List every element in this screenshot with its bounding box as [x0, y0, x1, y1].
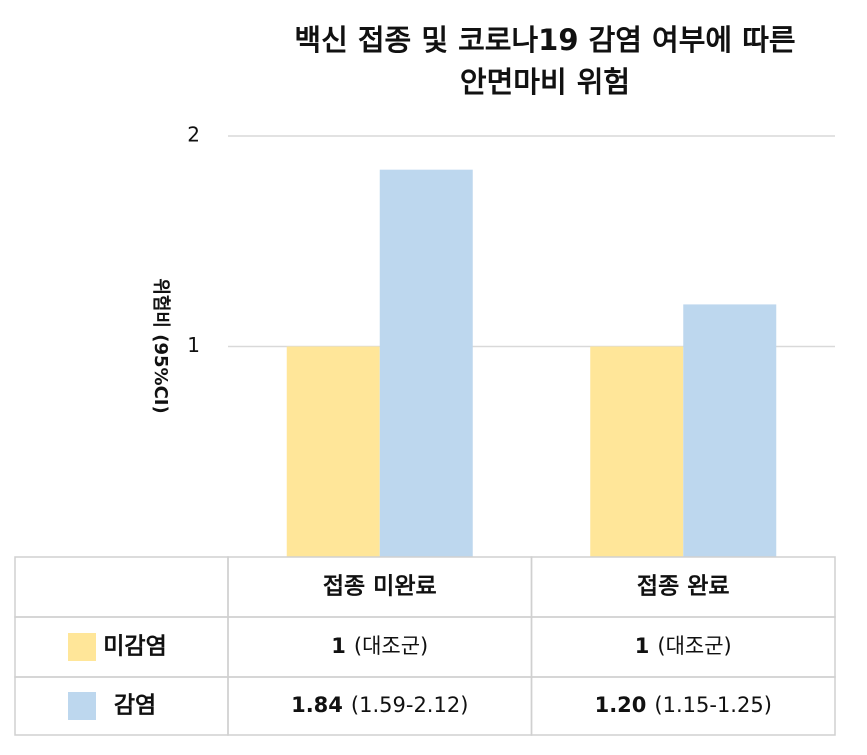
ci-label: (1.59-2.12) [351, 693, 468, 717]
ci-label: (1.15-1.25) [654, 693, 771, 717]
value-label: 1.84 [291, 693, 343, 717]
value-label: 1.20 [595, 693, 647, 717]
value-label: 1 [331, 634, 346, 658]
bar [683, 304, 777, 557]
column-header: 접종 미완료 [323, 574, 437, 600]
y-tick-label: 2 [187, 123, 200, 147]
chart-title: 백신 접종 및 코로나19 감염 여부에 따른 [294, 23, 795, 57]
bar [379, 169, 473, 557]
legend-swatch [68, 633, 96, 661]
bar [590, 346, 684, 557]
table-value: 1.84 (1.59-2.12) [291, 693, 468, 717]
y-tick-label: 1 [187, 333, 200, 357]
table-value: 1.20 (1.15-1.25) [595, 693, 772, 717]
table-cell [530, 676, 836, 736]
table-value: 1 (대조군) [331, 634, 428, 658]
table-cell [14, 556, 229, 618]
legend-label: 미감염 [103, 634, 166, 660]
legend-label: 감염 [114, 693, 156, 719]
bar [286, 346, 380, 557]
table-value: 1 (대조군) [635, 634, 732, 658]
ci-label: (대조군) [354, 634, 428, 658]
value-label: 1 [635, 634, 650, 658]
chart-title: 안면마비 위험 [460, 65, 630, 99]
ci-label: (대조군) [657, 634, 731, 658]
legend-swatch [68, 692, 96, 720]
column-header: 접종 완료 [637, 574, 730, 600]
y-axis-label: 위험비 (95%CI) [150, 278, 172, 413]
